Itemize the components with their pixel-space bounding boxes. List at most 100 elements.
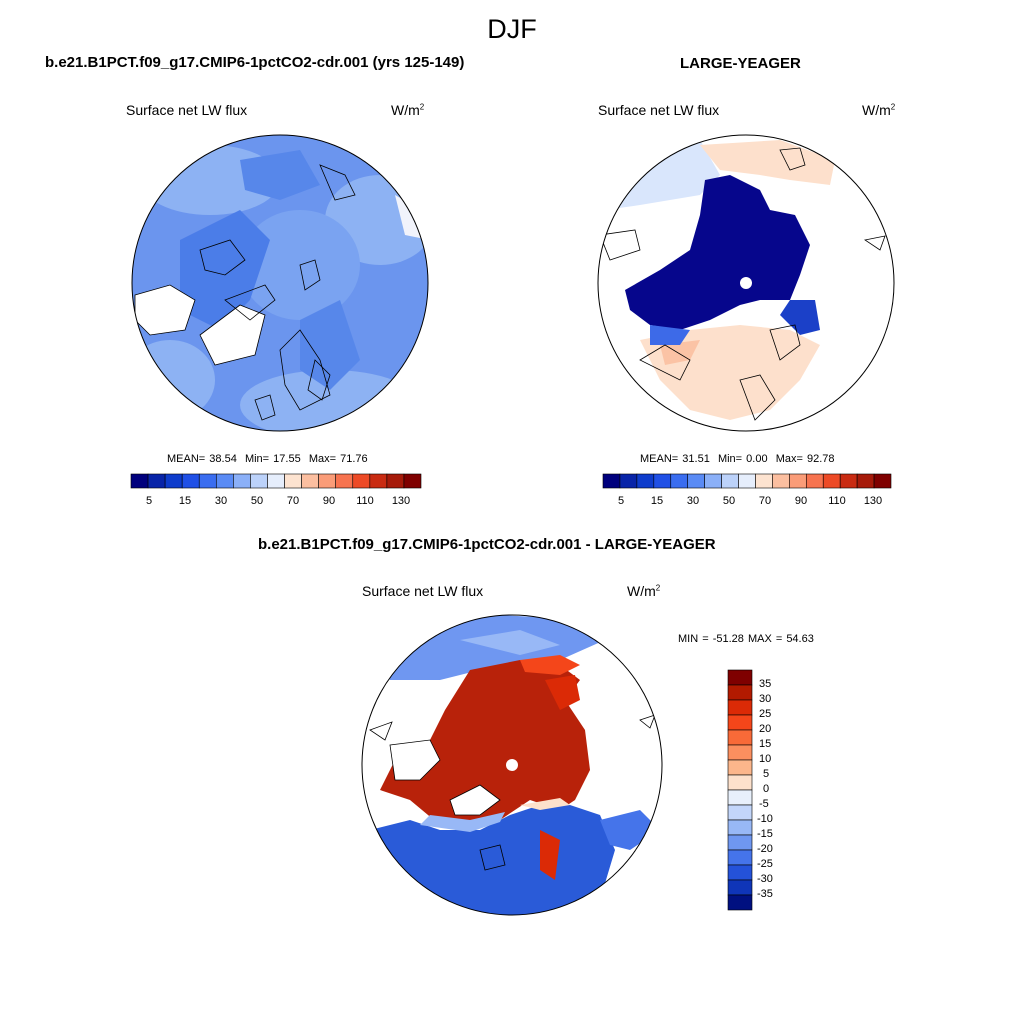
- colorbar-label: 30: [686, 495, 700, 507]
- colorbar-swatch: [727, 864, 753, 881]
- colorbar-swatch: [822, 473, 841, 489]
- colorbar-swatch: [727, 804, 753, 821]
- colorbar-swatch: [403, 473, 422, 489]
- colorbar-swatch: [369, 473, 388, 489]
- colorbar-swatch: [727, 759, 753, 776]
- dark-zone: [180, 210, 270, 330]
- colorbar-swatch: [181, 473, 200, 489]
- colorbar-swatch: [755, 473, 773, 489]
- panel-diff-variable: Surface net LW flux: [362, 583, 484, 599]
- colorbar-label: 70: [286, 495, 300, 507]
- colorbar-swatch: [772, 473, 790, 489]
- colorbar-swatch: [352, 473, 371, 489]
- map-diff: [362, 615, 662, 915]
- neg-zone-light: [460, 630, 560, 655]
- colorbar-swatch: [727, 879, 753, 896]
- colorbar-swatch: [670, 473, 689, 489]
- colorbar-swatch: [727, 819, 753, 836]
- figure-title: DJF: [487, 14, 537, 44]
- neg-zone-light: [420, 812, 505, 832]
- colorbar-label: -30: [757, 873, 773, 885]
- panel-diff-title: b.e21.B1PCT.f09_g17.CMIP6-1pctCO2-cdr.00…: [258, 536, 716, 553]
- colorbar-swatch: [335, 473, 354, 489]
- colorbar-label: 10: [759, 753, 772, 765]
- colorbar-swatch: [873, 473, 892, 489]
- pole-hole: [506, 759, 518, 771]
- colorbar-label: 0: [763, 783, 770, 795]
- colorbar-label: 110: [828, 495, 846, 507]
- warmer-zone: [660, 340, 700, 365]
- panel-model-stats: MEAN= 38.54 Min= 17.55 Max= 71.76: [167, 453, 368, 465]
- map-model: [132, 135, 428, 431]
- colorbar-label: 25: [759, 708, 772, 720]
- colorbar-swatch: [284, 473, 302, 489]
- panel-diff-minmax: MIN = -51.28 MAX = 54.63: [678, 633, 814, 645]
- colorbar-label: 15: [650, 495, 664, 507]
- colorbar-swatch: [789, 473, 807, 489]
- colorbar-swatch: [267, 473, 285, 489]
- map-model-border: [131, 134, 429, 432]
- colorbar-swatch: [727, 684, 753, 701]
- land-outline: [389, 739, 441, 781]
- colorbar-swatch: [839, 473, 858, 489]
- colorbar-label: 35: [759, 678, 772, 690]
- sea-ice-deep: [625, 175, 810, 330]
- panel-model-units: W/m2: [391, 102, 425, 118]
- pos-zone-edge: [545, 675, 580, 710]
- pos-zone-edge: [520, 655, 580, 675]
- colorbar-swatch: [727, 774, 753, 791]
- sea-ice-edge: [650, 325, 690, 345]
- colorbar-swatch: [727, 714, 753, 731]
- colorbar-swatch: [602, 473, 621, 489]
- colorbar-swatch: [198, 473, 217, 489]
- colorbar-swatch: [727, 699, 753, 716]
- pos-zone-core: [380, 660, 590, 830]
- colorbar-label: 90: [794, 495, 808, 507]
- colorbar-swatch: [250, 473, 268, 489]
- colorbar-label: 15: [178, 495, 192, 507]
- panel-obs-title: LARGE-YEAGER: [680, 55, 801, 72]
- panel-obs-stats: MEAN= 31.51 Min= 0.00 Max= 92.78: [640, 453, 835, 465]
- colorbar-swatch: [727, 669, 753, 686]
- colorbar-label: 130: [863, 495, 883, 507]
- colorbar-swatch: [727, 729, 753, 746]
- colorbar-swatch: [318, 473, 337, 489]
- colorbar-swatch: [738, 473, 756, 489]
- pos-zone-small: [540, 830, 560, 880]
- colorbar-diff: [727, 669, 753, 911]
- colorbar-swatch: [619, 473, 638, 489]
- colorbar-swatch: [386, 473, 405, 489]
- colorbar-label: -20: [757, 843, 773, 855]
- colorbar-swatch: [856, 473, 875, 489]
- colorbar-label: 20: [759, 723, 772, 735]
- colorbar-swatch: [130, 473, 149, 489]
- colorbar-swatch: [727, 744, 753, 761]
- colorbar-label: 5: [145, 495, 153, 507]
- colorbar-swatch: [727, 849, 753, 866]
- colorbar-label: 5: [763, 768, 770, 780]
- colorbar-swatch: [164, 473, 183, 489]
- colorbar-swatch: [233, 473, 251, 489]
- colorbar-label: -15: [757, 828, 773, 840]
- colorbar-label: 5: [617, 495, 625, 507]
- panel-obs-variable: Surface net LW flux: [598, 102, 720, 118]
- colorbar-label: 30: [214, 495, 228, 507]
- colorbar-swatch: [721, 473, 739, 489]
- colorbar-label: -35: [757, 888, 773, 900]
- map-obs: [598, 135, 894, 431]
- colorbar-swatch: [147, 473, 166, 489]
- panel-model-variable: Surface net LW flux: [126, 102, 248, 118]
- dark-zone: [240, 150, 320, 200]
- colorbar-swatch: [653, 473, 672, 489]
- colorbar-swatch: [704, 473, 722, 489]
- colorbar-label: -10: [757, 813, 773, 825]
- panel-obs-units: W/m2: [862, 102, 896, 118]
- land-outline: [449, 784, 501, 816]
- colorbar-swatch: [636, 473, 655, 489]
- colorbar-label: 70: [758, 495, 772, 507]
- colorbar-obs: [602, 473, 892, 489]
- colorbar-swatch: [727, 894, 753, 911]
- colorbar-swatch: [727, 834, 753, 851]
- colorbar-label: 90: [322, 495, 336, 507]
